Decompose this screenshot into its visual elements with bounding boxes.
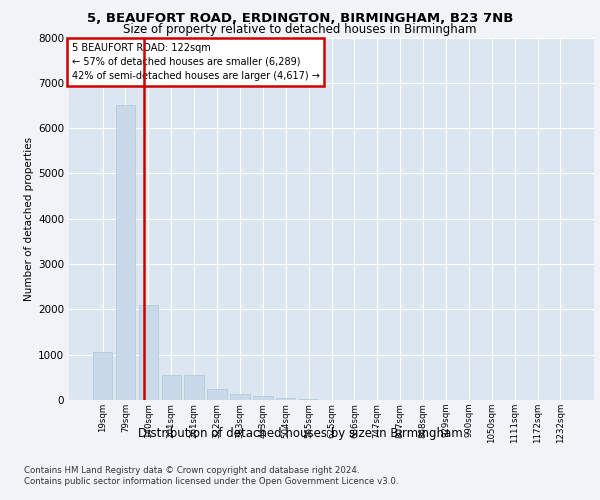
Bar	[299, 398, 319, 400]
Text: Size of property relative to detached houses in Birmingham: Size of property relative to detached ho…	[123, 22, 477, 36]
Text: 5 BEAUFORT ROAD: 122sqm
← 57% of detached houses are smaller (6,289)
42% of semi: 5 BEAUFORT ROAD: 122sqm ← 57% of detache…	[71, 43, 320, 81]
Text: Contains public sector information licensed under the Open Government Licence v3: Contains public sector information licen…	[24, 477, 398, 486]
Bar	[253, 396, 272, 400]
Bar	[93, 352, 112, 400]
Bar	[116, 106, 135, 400]
Bar	[276, 398, 295, 400]
Text: 5, BEAUFORT ROAD, ERDINGTON, BIRMINGHAM, B23 7NB: 5, BEAUFORT ROAD, ERDINGTON, BIRMINGHAM,…	[87, 12, 513, 26]
Bar	[230, 394, 250, 400]
Text: Contains HM Land Registry data © Crown copyright and database right 2024.: Contains HM Land Registry data © Crown c…	[24, 466, 359, 475]
Bar	[184, 374, 204, 400]
Bar	[161, 374, 181, 400]
Text: Distribution of detached houses by size in Birmingham: Distribution of detached houses by size …	[137, 428, 463, 440]
Bar	[208, 389, 227, 400]
Bar	[139, 305, 158, 400]
Y-axis label: Number of detached properties: Number of detached properties	[24, 136, 34, 301]
